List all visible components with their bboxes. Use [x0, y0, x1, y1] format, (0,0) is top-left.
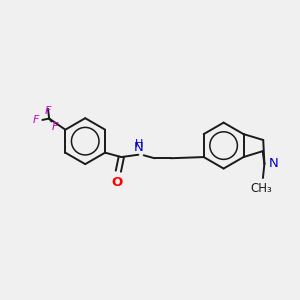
Text: H: H	[134, 139, 143, 149]
Text: F: F	[45, 106, 51, 116]
Text: F: F	[33, 115, 39, 125]
Text: CH₃: CH₃	[250, 182, 272, 195]
Text: F: F	[51, 122, 58, 132]
Text: O: O	[111, 176, 122, 189]
Text: N: N	[134, 140, 144, 154]
Text: N: N	[268, 157, 278, 170]
